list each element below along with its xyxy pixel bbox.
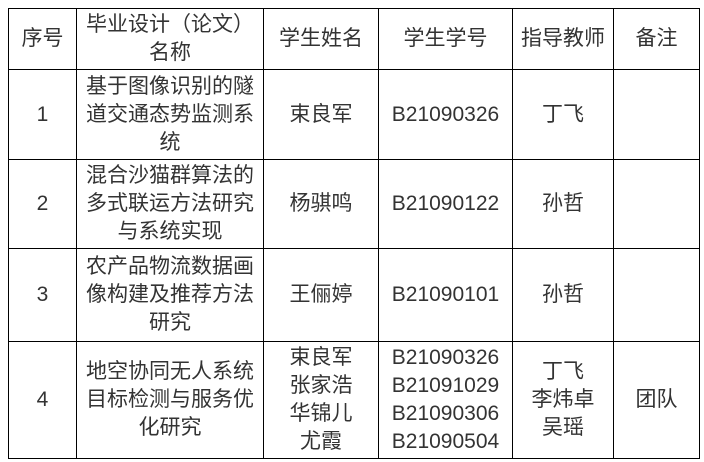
cell-remark <box>613 248 700 342</box>
cell-title: 农产品物流数据画 像构建及推荐方法 研究 <box>76 248 264 342</box>
cell-advisors: 孙哲 <box>512 248 614 342</box>
cell-title: 基于图像识别的隧 道交通态势监测系 统 <box>76 69 264 160</box>
header-cell-student-name: 学生姓名 <box>263 8 379 70</box>
cell-remark <box>613 159 700 249</box>
cell-student-ids: B21090326 B21091029 B21090306 B21090504 <box>378 341 513 459</box>
header-cell-remark: 备注 <box>613 8 700 70</box>
cell-serial: 2 <box>8 159 77 249</box>
header-cell-serial: 序号 <box>8 8 77 70</box>
table-row: 4 地空协同无人系统 目标检测与服务优 化研究 束良军 张家浩 华锦儿 尤霞 B… <box>8 341 700 459</box>
cell-student-ids: B21090101 <box>378 248 513 342</box>
cell-advisors: 孙哲 <box>512 159 614 249</box>
cell-serial: 1 <box>8 69 77 160</box>
cell-student-ids: B21090326 <box>378 69 513 160</box>
header-cell-student-id: 学生学号 <box>378 8 513 70</box>
table-row: 3 农产品物流数据画 像构建及推荐方法 研究 王俪婷 B21090101 孙哲 <box>8 248 700 342</box>
cell-advisors: 丁飞 <box>512 69 614 160</box>
cell-serial: 4 <box>8 341 77 459</box>
cell-student-names: 王俪婷 <box>263 248 379 342</box>
cell-student-names: 束良军 张家浩 华锦儿 尤霞 <box>263 341 379 459</box>
cell-advisors: 丁飞 李炜卓 吴瑶 <box>512 341 614 459</box>
cell-student-names: 杨骐鸣 <box>263 159 379 249</box>
table-row: 2 混合沙猫群算法的 多式联运方法研究 与系统实现 杨骐鸣 B21090122 … <box>8 159 700 249</box>
cell-remark <box>613 69 700 160</box>
cell-serial: 3 <box>8 248 77 342</box>
header-cell-title: 毕业设计（论文） 名称 <box>76 8 264 70</box>
cell-remark: 团队 <box>613 341 700 459</box>
cell-student-names: 束良军 <box>263 69 379 160</box>
thesis-assignment-table: 序号 毕业设计（论文） 名称 学生姓名 学生学号 指导教师 备注 1 基于图像识… <box>8 8 700 459</box>
cell-title: 混合沙猫群算法的 多式联运方法研究 与系统实现 <box>76 159 264 249</box>
cell-title: 地空协同无人系统 目标检测与服务优 化研究 <box>76 341 264 459</box>
table-header-row: 序号 毕业设计（论文） 名称 学生姓名 学生学号 指导教师 备注 <box>8 8 700 70</box>
table-row: 1 基于图像识别的隧 道交通态势监测系 统 束良军 B21090326 丁飞 <box>8 69 700 160</box>
cell-student-ids: B21090122 <box>378 159 513 249</box>
header-cell-advisor: 指导教师 <box>512 8 614 70</box>
